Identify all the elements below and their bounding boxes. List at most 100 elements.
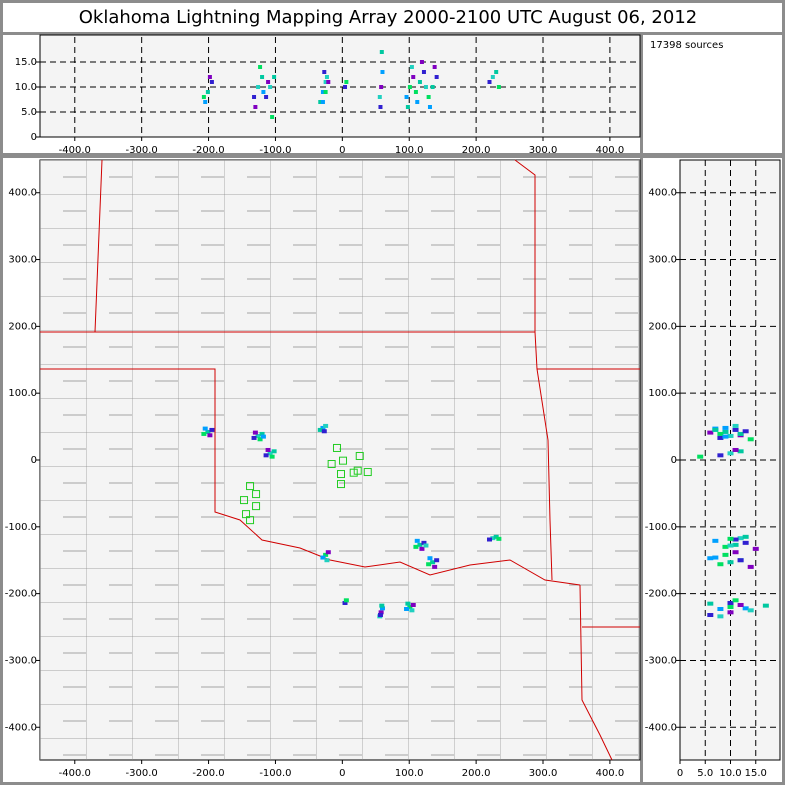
station bbox=[353, 466, 362, 475]
source-xz bbox=[427, 105, 432, 109]
source-zy bbox=[732, 423, 739, 428]
x-tick-label: 400.0 bbox=[596, 145, 625, 156]
x-tick-label: 5.0 bbox=[697, 768, 713, 779]
source-zy bbox=[722, 544, 729, 549]
source-xz bbox=[205, 90, 210, 94]
source-zy bbox=[742, 429, 749, 434]
source-xy bbox=[260, 434, 266, 439]
source-xy bbox=[432, 564, 438, 569]
source-xz bbox=[252, 95, 257, 99]
source-xz bbox=[378, 105, 383, 109]
y-tick-label: 10.0 bbox=[15, 82, 37, 93]
source-xz bbox=[320, 90, 325, 94]
source-xz bbox=[407, 85, 412, 89]
source-xz bbox=[266, 80, 271, 84]
source-zy bbox=[747, 437, 754, 442]
source-zy bbox=[737, 602, 744, 607]
source-xy bbox=[265, 447, 271, 452]
x-tick-label: 300.0 bbox=[529, 145, 558, 156]
source-xz bbox=[487, 80, 492, 84]
y-tick-label: -300.0 bbox=[5, 655, 37, 666]
source-zy bbox=[707, 556, 714, 561]
source-zy bbox=[727, 610, 734, 615]
source-xy bbox=[259, 431, 265, 436]
source-xy bbox=[342, 600, 348, 605]
x-tick-label: -100.0 bbox=[259, 768, 291, 779]
source-xz bbox=[256, 85, 261, 89]
source-xz bbox=[324, 75, 329, 79]
source-xy bbox=[404, 606, 410, 611]
source-xy bbox=[209, 427, 215, 432]
source-xy bbox=[377, 613, 383, 618]
plot-area bbox=[39, 34, 641, 138]
source-xy bbox=[325, 550, 331, 555]
source-xy bbox=[317, 427, 323, 432]
source-xz bbox=[318, 100, 323, 104]
source-xz bbox=[270, 115, 275, 119]
source-zy bbox=[727, 433, 734, 438]
x-tick-label: 0 bbox=[339, 768, 345, 779]
source-zy bbox=[707, 601, 714, 606]
source-zy bbox=[712, 538, 719, 543]
y-tick-label: 5.0 bbox=[21, 107, 37, 118]
y-tick-label: 0 bbox=[31, 455, 37, 466]
station bbox=[246, 516, 255, 525]
source-xy bbox=[493, 534, 499, 539]
source-xy bbox=[324, 558, 330, 563]
source-xy bbox=[430, 560, 436, 565]
y-tick-label: 300.0 bbox=[8, 255, 37, 266]
x-tick-label: 200.0 bbox=[462, 145, 491, 156]
source-xz bbox=[264, 95, 269, 99]
source-zy bbox=[727, 536, 734, 541]
source-zy bbox=[752, 546, 759, 551]
source-zy bbox=[717, 435, 724, 440]
source-zy bbox=[722, 434, 729, 439]
source-xz bbox=[413, 90, 418, 94]
y-tick-label: 200.0 bbox=[648, 321, 677, 332]
y-tick-label: 100.0 bbox=[648, 388, 677, 399]
station bbox=[349, 468, 358, 477]
source-xy bbox=[323, 552, 329, 557]
source-zy bbox=[727, 451, 734, 456]
source-zy bbox=[722, 552, 729, 557]
source-xy bbox=[427, 556, 433, 561]
y-tick-label: -100.0 bbox=[5, 522, 37, 533]
source-zy bbox=[737, 558, 744, 563]
y-tick-label: 300.0 bbox=[648, 255, 677, 266]
y-tick-label: 200.0 bbox=[8, 321, 37, 332]
x-tick-label: -200.0 bbox=[192, 145, 224, 156]
x-tick-label: -300.0 bbox=[126, 768, 158, 779]
y-tick-label: 0 bbox=[31, 132, 37, 143]
source-zy bbox=[737, 536, 744, 541]
source-xz bbox=[421, 70, 426, 74]
source-xy bbox=[202, 426, 208, 431]
source-zy bbox=[712, 555, 719, 560]
source-zy bbox=[737, 449, 744, 454]
source-zy bbox=[707, 430, 714, 435]
source-xz bbox=[417, 80, 422, 84]
source-zy bbox=[722, 429, 729, 434]
source-zy bbox=[727, 560, 734, 565]
source-xz bbox=[326, 80, 331, 84]
source-zy bbox=[747, 564, 754, 569]
source-xy bbox=[252, 430, 258, 435]
source-xz bbox=[494, 70, 499, 74]
source-xz bbox=[253, 105, 258, 109]
source-zy bbox=[737, 431, 744, 436]
y-tick-label: -100.0 bbox=[645, 522, 677, 533]
source-xz bbox=[323, 80, 328, 84]
source-zy bbox=[727, 600, 734, 605]
x-tick-label: 100.0 bbox=[395, 768, 424, 779]
source-xy bbox=[269, 454, 275, 459]
source-zy bbox=[712, 427, 719, 432]
station bbox=[252, 502, 261, 511]
state-borders bbox=[40, 159, 640, 761]
source-xy bbox=[257, 437, 263, 442]
x-tick-label: 300.0 bbox=[529, 768, 558, 779]
x-tick-label: 0 bbox=[339, 145, 345, 156]
source-zy bbox=[732, 542, 739, 547]
source-xy bbox=[251, 435, 257, 440]
source-xz bbox=[496, 85, 501, 89]
